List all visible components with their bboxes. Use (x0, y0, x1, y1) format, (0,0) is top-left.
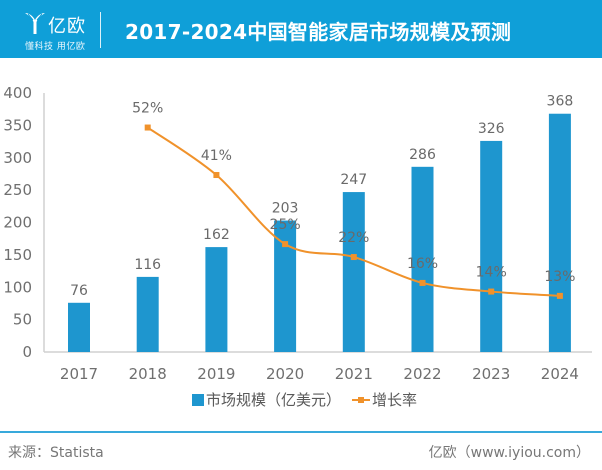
bar-value-label: 116 (134, 257, 161, 273)
legend: 市场规模（亿美元） 增长率 (192, 391, 417, 409)
y-tick-label: 100 (3, 278, 32, 296)
bar-value-label: 247 (340, 172, 367, 188)
x-tick-label: 2020 (266, 365, 304, 383)
bar (68, 302, 90, 352)
growth-rate-marker (282, 241, 289, 248)
legend-line-label: 增长率 (372, 391, 417, 409)
bar-value-label: 326 (478, 121, 505, 137)
y-tick-label: 200 (3, 214, 32, 232)
legend-bar-swatch (192, 394, 204, 406)
bar (411, 166, 434, 352)
logo-name: 亿欧 (48, 16, 86, 37)
x-tick-label: 2018 (129, 365, 167, 383)
x-tick-label: 2019 (197, 365, 235, 383)
growth-rate-labels: 52% 41% 25% 22% 16% 14% 13% (132, 101, 575, 285)
legend-bar-label: 市场规模（亿美元） (206, 391, 341, 409)
bar-value-label: 76 (70, 283, 88, 299)
growth-rate-marker (213, 172, 220, 179)
y-tick-label: 0 (22, 343, 32, 361)
growth-rate-label: 41% (201, 148, 232, 164)
bar (136, 276, 159, 352)
y-tick-label: 300 (3, 149, 32, 167)
y-tick-label: 350 (3, 116, 32, 134)
growth-rate-marker (556, 292, 563, 299)
x-tick-label: 2023 (472, 365, 510, 383)
y-axis-ticks: 0 50 100 150 200 250 300 350 400 (3, 84, 32, 361)
growth-rate-label: 25% (270, 217, 301, 233)
y-tick-label: 150 (3, 246, 32, 264)
bar-series (68, 113, 571, 352)
logo-slogan: 懂科技 用亿欧 (25, 42, 86, 52)
x-tick-label: 2022 (403, 365, 441, 383)
bar-value-label: 368 (547, 94, 574, 110)
x-axis-ticks: 2017 2018 2019 2020 2021 2022 2023 2024 (60, 365, 579, 383)
growth-rate-marker (350, 254, 357, 261)
bar-data-labels: 76 116 162 203 247 286 326 368 (70, 94, 573, 299)
page-title: 2017-2024中国智能家居市场规模及预测 (125, 20, 512, 44)
growth-rate-marker (144, 124, 151, 131)
bar (548, 113, 571, 352)
growth-rate-label: 13% (544, 269, 575, 285)
header-banner: 亿欧 懂科技 用亿欧 2017-2024中国智能家居市场规模及预测 (0, 0, 602, 58)
bar (274, 220, 297, 352)
source-note: 来源：Statista (8, 445, 104, 461)
growth-rate-markers (144, 124, 563, 299)
site-credit: 亿欧（www.iyiou.com） (428, 445, 590, 461)
y-tick-label: 400 (3, 84, 32, 102)
growth-rate-marker (419, 279, 426, 286)
y-tick-label: 250 (3, 181, 32, 199)
x-tick-label: 2024 (541, 365, 579, 383)
bar (205, 247, 228, 352)
growth-rate-label: 52% (132, 101, 163, 117)
x-tick-label: 2021 (335, 365, 373, 383)
bar-value-label: 162 (203, 227, 230, 243)
bar-value-label: 203 (272, 201, 299, 217)
brand-logo: 亿欧 懂科技 用亿欧 (24, 9, 96, 52)
bar (342, 192, 365, 352)
bar-value-label: 286 (409, 147, 436, 163)
x-tick-label: 2017 (60, 365, 98, 383)
y-tick-label: 50 (13, 311, 32, 329)
chart: 0 50 100 150 200 250 300 350 400 76 116 162 203 247 2… (3, 84, 592, 409)
header-divider (100, 12, 101, 48)
legend-line-marker (358, 397, 364, 403)
growth-rate-marker (488, 288, 495, 295)
growth-rate-label: 22% (338, 230, 369, 246)
growth-rate-label: 14% (476, 265, 507, 281)
bar (480, 140, 503, 352)
logo-y-icon (25, 13, 45, 34)
footer-divider (0, 431, 602, 433)
growth-rate-label: 16% (407, 256, 438, 272)
